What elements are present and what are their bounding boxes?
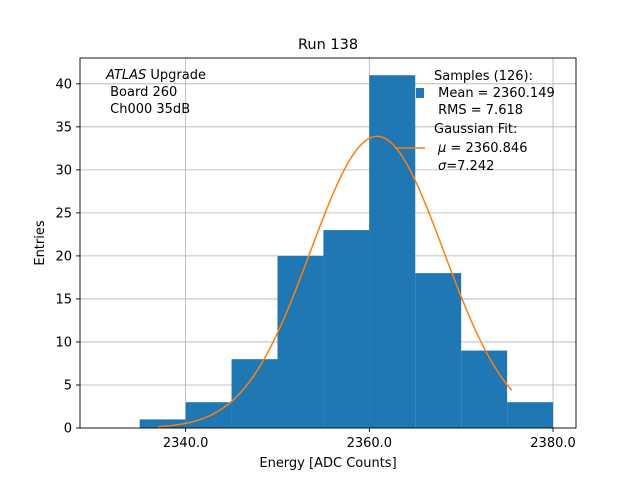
y-tick-label: 30 <box>55 163 72 178</box>
legend-samples-mean: Mean = 2360.149 <box>434 86 555 101</box>
legend-fit-mu-symbol: μ <box>437 141 446 156</box>
y-axis-ticks: 0 5 10 15 20 25 30 35 40 <box>55 77 80 437</box>
histogram-bar <box>461 350 508 428</box>
y-tick-label: 0 <box>64 422 72 437</box>
legend-samples-title: Samples (126): <box>434 69 533 84</box>
legend-samples-swatch <box>416 88 424 98</box>
y-tick-label: 20 <box>55 249 72 264</box>
svg-text:ATLAS Upgrade: ATLAS Upgrade <box>105 68 206 83</box>
legend-fit-mu: = 2360.846 <box>446 141 527 156</box>
histogram-bar <box>415 273 462 428</box>
x-axis-ticks: 2340.0 2360.0 2380.0 <box>163 428 576 451</box>
x-tick-label: 2360.0 <box>347 436 393 451</box>
y-axis-label: Entries <box>33 220 48 266</box>
chart-title: Run 138 <box>298 37 358 53</box>
histogram-bar <box>277 255 324 428</box>
annotation-board: Board 260 <box>106 85 177 100</box>
legend-fit-title: Gaussian Fit: <box>434 122 517 137</box>
svg-text:μ = 2360.846: μ = 2360.846 <box>437 141 527 156</box>
y-tick-label: 10 <box>55 335 72 350</box>
legend-samples-rms: RMS = 7.618 <box>434 103 523 118</box>
histogram-bar <box>323 230 370 428</box>
y-tick-label: 40 <box>55 77 72 92</box>
x-tick-label: 2340.0 <box>163 436 209 451</box>
legend: Samples (126): Mean = 2360.149 RMS = 7.6… <box>395 69 555 174</box>
histogram-bars <box>139 75 554 429</box>
atlas-annotation: ATLAS Upgrade Board 260 Ch000 35dB <box>105 68 206 117</box>
histogram-bar <box>139 419 186 428</box>
svg-text:σ=7.242: σ=7.242 <box>438 159 494 174</box>
gaussian-fit-curve <box>158 135 513 428</box>
histogram-bar <box>369 75 416 429</box>
plot-frame <box>79 57 577 429</box>
y-tick-label: 5 <box>64 378 72 393</box>
annotation-channel: Ch000 35dB <box>106 102 190 117</box>
legend-fit-sigma-symbol: σ <box>438 159 447 174</box>
histogram-bar <box>507 402 554 428</box>
histogram-bar <box>231 359 278 428</box>
histogram-bar <box>185 402 232 428</box>
y-tick-label: 35 <box>55 120 72 135</box>
annotation-upgrade: Upgrade <box>146 68 206 83</box>
y-tick-label: 25 <box>55 206 72 221</box>
legend-fit-sigma: =7.242 <box>446 159 494 174</box>
annotation-atlas: ATLAS <box>105 68 146 83</box>
x-axis-label: Energy [ADC Counts] <box>259 456 396 471</box>
y-tick-label: 15 <box>55 292 72 307</box>
x-tick-label: 2380.0 <box>530 436 576 451</box>
